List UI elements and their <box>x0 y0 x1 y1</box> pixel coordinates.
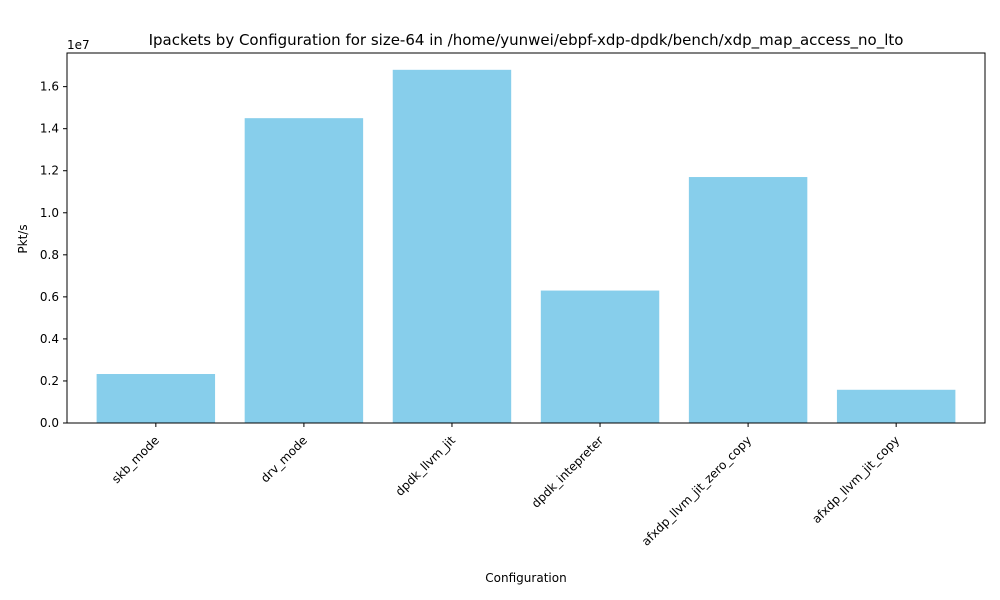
y-tick-label: 0.8 <box>40 248 59 262</box>
y-axis: 0.0 0.2 0.4 0.6 0.8 1.0 1.2 1.4 1.6 <box>40 80 67 430</box>
chart-title: Ipackets by Configuration for size-64 in… <box>149 31 904 50</box>
y-tick-label: 1.0 <box>40 206 59 220</box>
bar-afxdp_llvm_jit_zero_copy <box>688 177 808 423</box>
plot-area-frame <box>66 52 986 424</box>
y-axis-offset-label: 1e7 <box>67 38 90 52</box>
x-axis-label: Configuration <box>485 571 566 585</box>
bar-dpdk_llvm_jit <box>392 69 512 424</box>
y-tick-label: 0.6 <box>40 290 59 304</box>
y-tick-label: 1.2 <box>40 164 59 178</box>
bar-afxdp_llvm_jit_copy <box>836 389 956 423</box>
y-tick-label: 1.6 <box>40 80 59 94</box>
y-tick-label: 1.4 <box>40 122 59 136</box>
y-tick-label: 0.0 <box>40 416 59 430</box>
bar-drv_mode <box>244 118 364 423</box>
y-tick-label: 0.4 <box>40 332 59 346</box>
bars-group <box>96 69 956 424</box>
bar-skb_mode <box>96 374 216 423</box>
bar-dpdk_intepreter <box>540 290 660 423</box>
y-axis-label: Pkt/s <box>16 224 30 253</box>
y-tick-label: 0.2 <box>40 374 59 388</box>
